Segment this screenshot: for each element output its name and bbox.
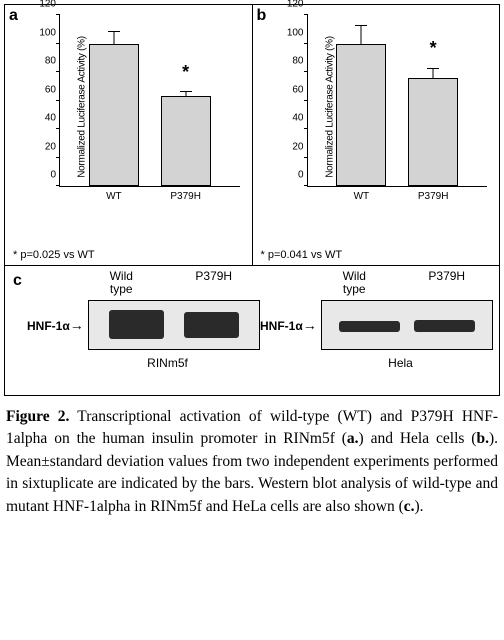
blot-image-rinm5f: [88, 300, 260, 350]
hnf-label-left: HNF-1α→: [27, 317, 84, 333]
cap-b: b.: [476, 430, 489, 447]
error-cap: [180, 91, 192, 92]
ytick: 120: [280, 0, 304, 10]
pvalue-b: * p=0.041 vs WT: [261, 249, 492, 261]
fig-label: Figure 2.: [6, 408, 69, 425]
ytick: 100: [280, 27, 304, 38]
ytick: 20: [32, 141, 56, 152]
cell-line-hela: Hela: [308, 356, 493, 370]
blot-panel-rinm5f: c Wildtype P379H HNF-1α→ RINm5f: [27, 270, 260, 389]
ytick: 80: [280, 56, 304, 67]
chart-panel-b: b Normalized Luciferase Activity (%) 0 2…: [253, 5, 500, 265]
blot-body-left: HNF-1α→: [27, 300, 260, 350]
charts-row: a Normalized Luciferase Activity (%) 0 2…: [4, 4, 500, 266]
cap-p2: ) and Hela cells (: [359, 430, 477, 447]
chart-panel-a: a Normalized Luciferase Activity (%) 0 2…: [5, 5, 253, 265]
bar-wt-b: [336, 44, 386, 186]
arrow-icon: →: [70, 317, 84, 333]
bar-wt-a: [89, 44, 139, 186]
ytick-mark: [56, 100, 60, 101]
ytick: 80: [32, 56, 56, 67]
ytick-mark: [304, 100, 308, 101]
cap-c: c.: [404, 498, 415, 515]
col-p379h: P379H: [168, 270, 261, 296]
ytick: 100: [32, 27, 56, 38]
blot-panel-hela: Wildtype P379H HNF-1α→ Hela: [260, 270, 493, 389]
blot-body-right: HNF-1α→: [260, 300, 493, 350]
ytick-mark: [56, 157, 60, 158]
ytick-mark: [56, 128, 60, 129]
figure-container: a Normalized Luciferase Activity (%) 0 2…: [4, 4, 500, 518]
plot-area-a: 0 20 40 60 80 100 120: [59, 15, 240, 187]
ytick-mark: [304, 43, 308, 44]
blot-image-hela: [321, 300, 493, 350]
error-bar: [113, 32, 114, 45]
cap-p4: ).: [415, 498, 424, 515]
ytick: 120: [32, 0, 56, 10]
ytick-mark: [304, 128, 308, 129]
cell-line-rinm5f: RINm5f: [75, 356, 260, 370]
band-p379h: [184, 312, 238, 338]
cap-a: a.: [347, 430, 359, 447]
ytick: 60: [32, 84, 56, 95]
hnf-text: HNF-1α: [27, 319, 70, 333]
ytick: 40: [280, 113, 304, 124]
ytick-mark: [56, 71, 60, 72]
figure-caption: Figure 2. Transcriptional activation of …: [4, 406, 500, 518]
blot-header-right: Wildtype P379H: [308, 270, 493, 296]
panel-c-label: c: [13, 272, 22, 290]
ytick-mark: [304, 14, 308, 15]
band-wt: [109, 310, 163, 339]
error-cap: [355, 25, 367, 26]
blot-row: c Wildtype P379H HNF-1α→ RINm5f Wildtype…: [4, 266, 500, 396]
col-wt-r: Wildtype: [308, 270, 401, 296]
col-wt: Wildtype: [75, 270, 168, 296]
ytick-mark: [56, 185, 60, 186]
chart-area-a: Normalized Luciferase Activity (%) 0 20 …: [35, 9, 248, 205]
error-cap: [108, 31, 120, 32]
bar-p379h-b: [408, 78, 458, 186]
ytick-mark: [304, 71, 308, 72]
error-cap: [427, 68, 439, 69]
pvalue-a: * p=0.025 vs WT: [13, 249, 244, 261]
hnf-label-right: HNF-1α→: [260, 317, 317, 333]
sig-marker-a: *: [182, 62, 189, 83]
ytick-mark: [304, 157, 308, 158]
blot-header-left: Wildtype P379H: [75, 270, 260, 296]
ytick: 0: [280, 170, 304, 181]
xtick-wt-a: WT: [106, 191, 122, 202]
col-p379h-r: P379H: [401, 270, 494, 296]
sig-marker-b: *: [430, 38, 437, 59]
plot-area-b: 0 20 40 60 80 100 120: [307, 15, 488, 187]
error-bar: [185, 92, 186, 97]
band-p379h-r: [414, 320, 475, 332]
panel-b-label: b: [257, 7, 267, 25]
xtick-p379h-a: P379H: [170, 191, 201, 202]
chart-area-b: Normalized Luciferase Activity (%) 0 20 …: [283, 9, 496, 205]
panel-a-label: a: [9, 7, 18, 25]
ytick-mark: [56, 43, 60, 44]
bar-p379h-a: [161, 96, 211, 186]
ytick: 20: [280, 141, 304, 152]
ytick-mark: [56, 14, 60, 15]
ytick: 0: [32, 170, 56, 181]
ytick: 60: [280, 84, 304, 95]
xtick-wt-b: WT: [354, 191, 370, 202]
band-wt-r: [339, 321, 400, 333]
ytick: 40: [32, 113, 56, 124]
error-bar: [361, 26, 362, 44]
error-bar: [433, 69, 434, 79]
xtick-p379h-b: P379H: [418, 191, 449, 202]
ytick-mark: [304, 185, 308, 186]
hnf-text-r: HNF-1α: [260, 319, 303, 333]
arrow-icon-r: →: [303, 317, 317, 333]
